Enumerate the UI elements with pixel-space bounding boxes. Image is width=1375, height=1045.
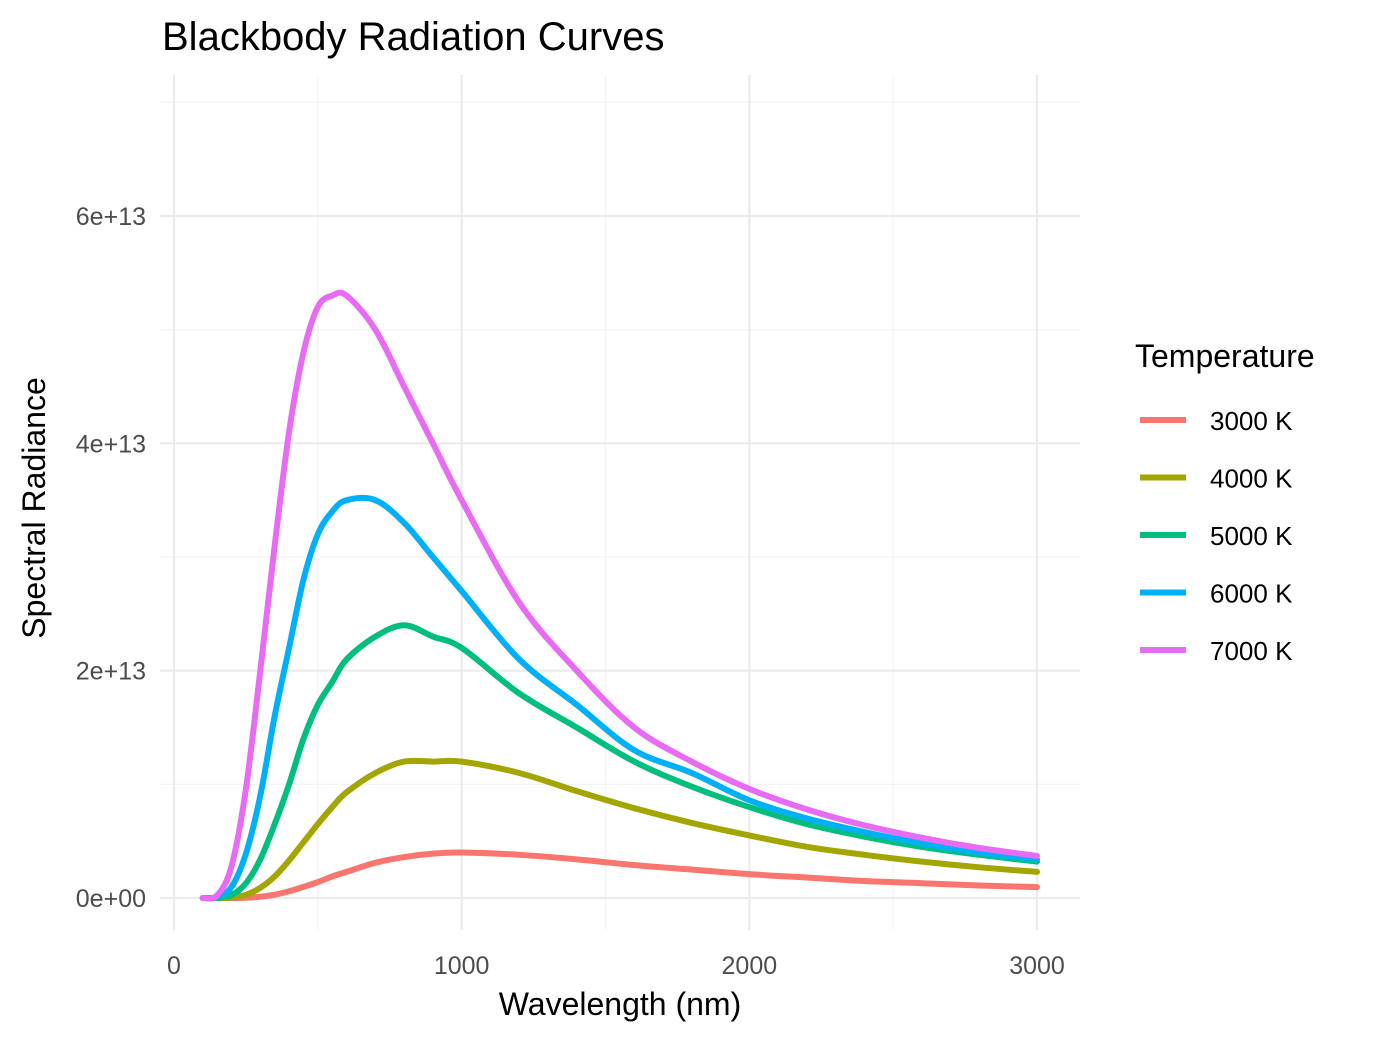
legend-item-3000-k: 3000 K: [1140, 406, 1293, 436]
series-line-5000-k: [199, 622, 1040, 902]
series-line-4000-k: [199, 757, 1040, 902]
legend-item-6000-k: 6000 K: [1140, 579, 1293, 609]
legend-label: 4000 K: [1210, 464, 1293, 494]
y-tick-label: 0e+00: [76, 885, 146, 913]
legend-label: 5000 K: [1210, 521, 1293, 551]
x-tick-label: 0: [167, 952, 181, 980]
series-line-7000-k: [199, 289, 1040, 902]
legend-item-7000-k: 7000 K: [1140, 636, 1293, 666]
legend-item-5000-k: 5000 K: [1140, 521, 1293, 551]
y-tick-label: 4e+13: [76, 430, 146, 458]
legend-label: 7000 K: [1210, 636, 1293, 666]
series-line-6000-k: [199, 495, 1040, 902]
legend-label: 3000 K: [1210, 406, 1293, 436]
chart-title: Blackbody Radiation Curves: [162, 15, 664, 59]
series-layer: [199, 289, 1040, 902]
x-tick-label: 1000: [434, 952, 490, 980]
y-axis-label: Spectral Radiance: [16, 377, 52, 638]
legend-label: 6000 K: [1210, 579, 1293, 609]
legend-title: Temperature: [1135, 338, 1315, 374]
x-tick-label: 3000: [1009, 952, 1065, 980]
x-axis-label: Wavelength (nm): [499, 986, 741, 1022]
legend-item-4000-k: 4000 K: [1140, 464, 1293, 494]
series-line-3000-k: [199, 849, 1040, 902]
y-tick-label: 6e+13: [76, 203, 146, 231]
y-tick-label: 2e+13: [76, 658, 146, 686]
x-tick-label: 2000: [722, 952, 778, 980]
x-axis-ticks: 0 1000 2000 3000: [167, 952, 1065, 980]
y-axis-ticks: 0e+00 2e+13 4e+13 6e+13: [76, 203, 146, 913]
legend: Temperature 3000 K 4000 K 5000 K 6000 K 7000…: [1135, 338, 1315, 666]
legend-items: 3000 K 4000 K 5000 K 6000 K 7000 K: [1140, 406, 1293, 666]
